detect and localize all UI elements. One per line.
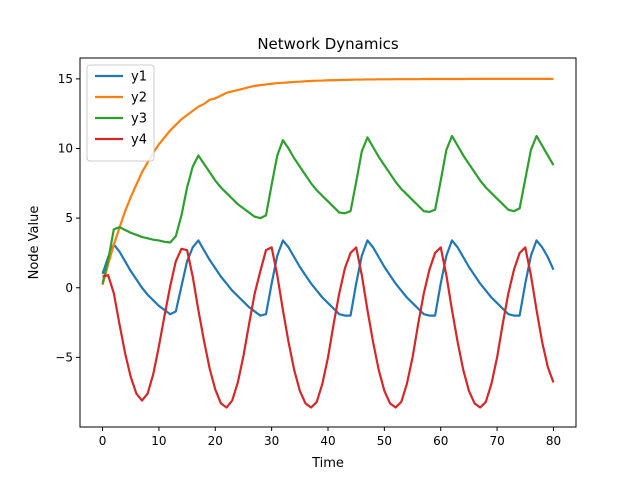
x-axis-label: Time	[311, 456, 344, 471]
x-tick-label: 40	[320, 434, 335, 448]
y-tick-label: 0	[65, 281, 73, 295]
x-tick-label: 10	[151, 434, 166, 448]
x-axis: 0 10 20 30 40 50 60 70 80	[99, 427, 561, 448]
x-tick-label: 70	[489, 434, 504, 448]
legend-label-y3: y3	[131, 112, 147, 127]
series-line-y4	[102, 246, 555, 409]
y-axis: −5 0 5 10 15	[55, 72, 80, 364]
x-tick-label: 50	[377, 434, 392, 448]
series-layer	[101, 77, 555, 409]
y-axis-label: Node Value	[27, 206, 42, 280]
y-tick-label: 15	[58, 72, 73, 86]
x-tick-label: 30	[264, 434, 279, 448]
y-tick-label: 10	[58, 142, 73, 156]
series-line-y3	[101, 134, 555, 284]
y-tick-label: −5	[55, 350, 73, 364]
legend-label-y1: y1	[131, 70, 147, 85]
legend-label-y2: y2	[131, 91, 147, 106]
legend: y1 y2 y3 y4	[86, 64, 155, 162]
chart-title: Network Dynamics	[257, 35, 399, 53]
series-line-y1	[101, 239, 555, 317]
legend-label-y4: y4	[131, 133, 147, 148]
series-line-y2	[101, 77, 554, 286]
x-tick-label: 80	[546, 434, 561, 448]
y-tick-label: 5	[65, 211, 73, 225]
legend-box	[86, 64, 155, 162]
x-tick-label: 0	[99, 434, 107, 448]
x-tick-label: 60	[433, 434, 448, 448]
x-tick-label: 20	[208, 434, 223, 448]
axes-frame	[79, 57, 577, 428]
